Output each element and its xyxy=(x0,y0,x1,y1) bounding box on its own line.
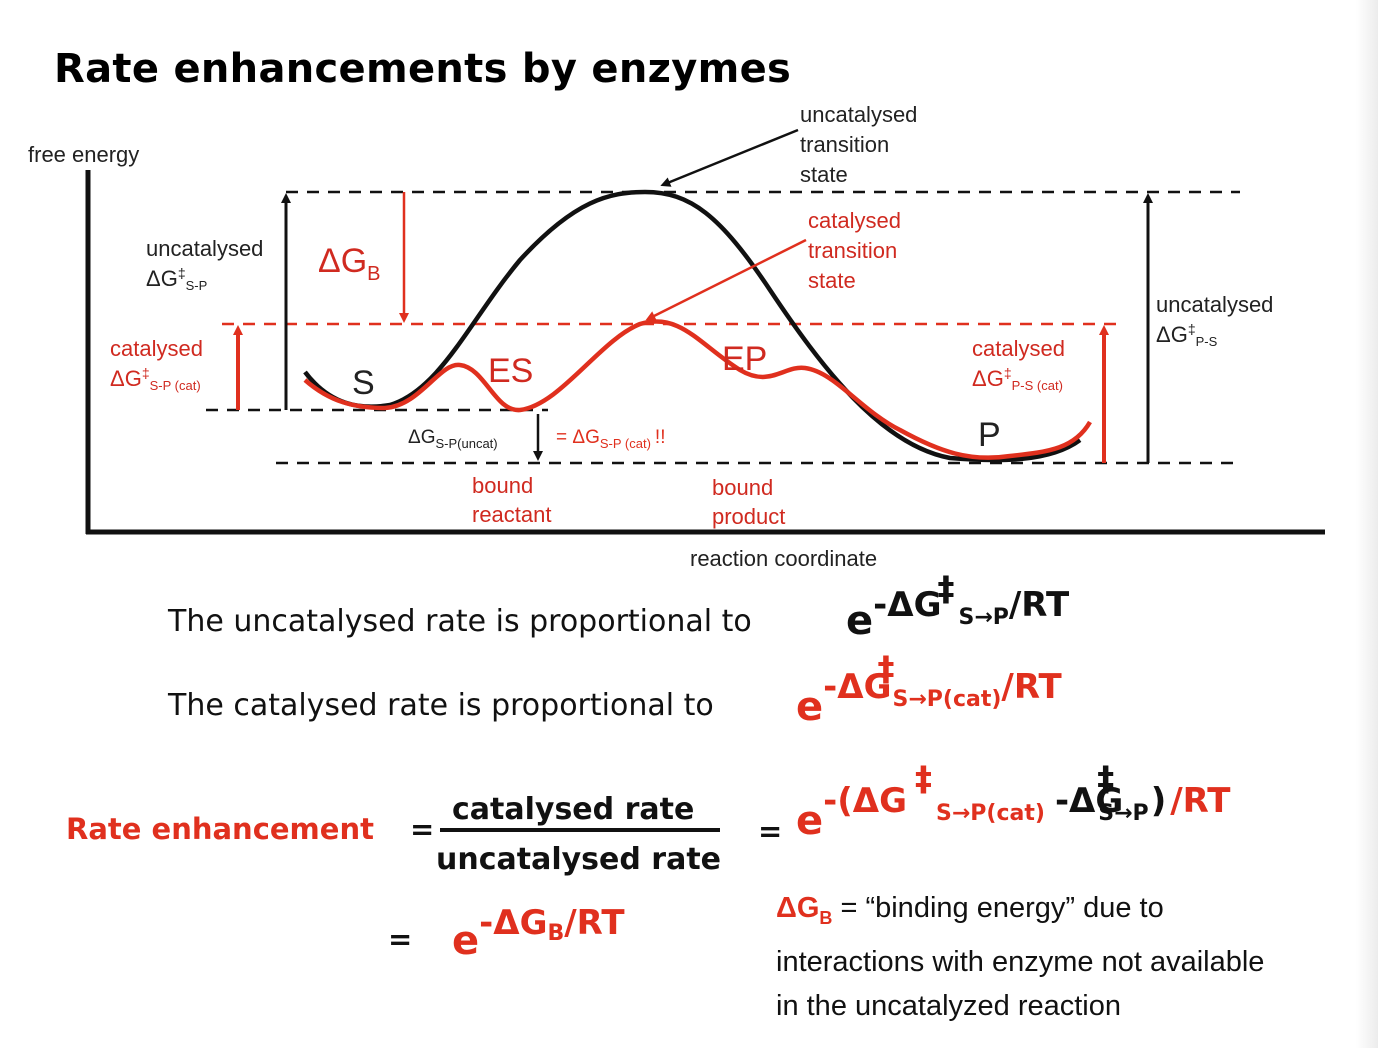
rate-enhancement-big-formula: e-(ΔG‡S→P(cat) -ΔG‡S→P)/RT xyxy=(796,759,1231,844)
note-line-2: interactions with enzyme not available xyxy=(776,945,1265,978)
right-edge-shade xyxy=(1356,0,1378,1048)
uncat-ts-pointer-arrow xyxy=(660,128,799,187)
note-line-1: ΔGB = “binding energy” due to xyxy=(776,892,1164,928)
fraction-numerator: catalysed rate xyxy=(452,792,695,827)
uncat-rate-text: The uncatalysed rate is proportional to xyxy=(168,604,752,639)
state-es-label: ES xyxy=(488,352,533,390)
cat-dg-sp-label: catalysed ΔG‡S-P (cat) xyxy=(110,336,209,393)
uncat-dg-sp-label: uncatalysed ΔG‡S-P xyxy=(146,236,270,293)
y-axis-label: free energy xyxy=(28,142,139,167)
uncat-dg-ps-label: uncatalysed ΔG‡P-S xyxy=(1156,292,1280,349)
uncatalysed-curve xyxy=(303,189,1082,463)
binding-energy-note: ΔGB = “binding energy” due to interactio… xyxy=(776,886,1336,1028)
fraction-bar xyxy=(440,828,720,832)
state-ep-label: EP xyxy=(722,340,767,378)
x-axis-label: reaction coordinate xyxy=(690,546,877,571)
bound-reactant-label: bound reactant xyxy=(472,473,552,527)
cat-dg-ps-label: catalysed ΔG‡P-S (cat) xyxy=(972,336,1071,393)
dgb-label: ΔGB xyxy=(318,242,381,285)
cat-ts-label: catalysed transition state xyxy=(808,208,907,293)
fraction-denominator: uncatalysed rate xyxy=(436,842,722,877)
state-p-label: P xyxy=(978,416,1001,454)
rate-enhancement-label: Rate enhancement xyxy=(66,812,374,846)
bound-product-label: bound product xyxy=(712,475,785,529)
rate-enhancement-eq2: = xyxy=(758,814,783,848)
energy-diagram: free energy reaction coordinate uncataly… xyxy=(28,102,1325,571)
catalysed-curve xyxy=(303,319,1092,460)
note-line-3: in the uncatalyzed reaction xyxy=(776,989,1121,1022)
state-s-label: S xyxy=(352,364,375,402)
cat-ts-pointer-arrow xyxy=(645,238,807,321)
uncat-ts-label: uncatalysed transition state xyxy=(800,102,924,187)
dgb-rate-formula: e-ΔGB/RT xyxy=(452,903,625,964)
rate-enhancement-eq3: = xyxy=(388,922,413,956)
cat-rate-formula: e-ΔG‡S→P(cat)/RT xyxy=(796,649,1062,730)
dg-sp-equality-label: ΔGS-P(uncat) = ΔGS-P (cat)!! xyxy=(408,427,665,453)
page-title: Rate enhancements by enzymes xyxy=(54,46,792,92)
cat-rate-text: The catalysed rate is proportional to xyxy=(168,688,714,723)
rate-enhancement-eq1: = xyxy=(410,812,435,846)
uncat-rate-formula: e-ΔG‡S→P/RT xyxy=(846,569,1070,644)
note-dgb: ΔGB xyxy=(776,892,833,928)
